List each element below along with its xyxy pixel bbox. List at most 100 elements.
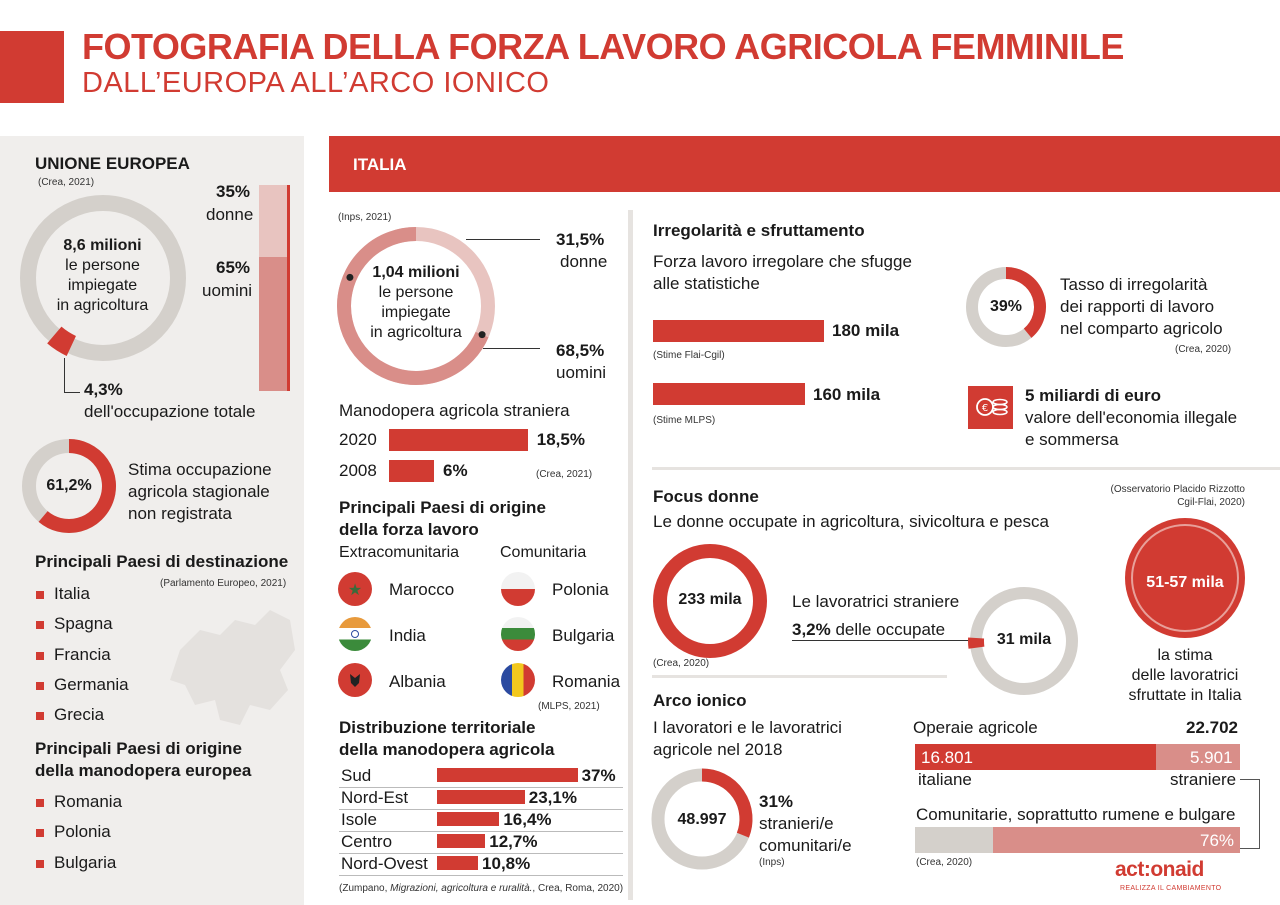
operaie-connector xyxy=(1240,779,1260,849)
eu-dest-item: Italia xyxy=(36,584,90,604)
arco-sub: I lavoratori e le lavoratrici agricole ne… xyxy=(653,718,842,759)
italia-uomini-pct: 68,5% xyxy=(556,341,605,360)
irr-source-flai: (Stime Flai-Cgil) xyxy=(653,350,725,361)
focus-foreign-value: 31 mila xyxy=(996,631,1052,648)
header-red-block xyxy=(0,31,64,101)
italia-donne-label: donne xyxy=(560,252,608,271)
column-divider xyxy=(628,210,633,900)
svg-text:★: ★ xyxy=(348,582,362,599)
operaie-ital-label: italiane xyxy=(918,770,972,789)
dist-label: Sud xyxy=(341,766,372,785)
foreign-bar-2020 xyxy=(389,429,528,451)
eu-uomini-pct: 65% xyxy=(216,258,251,277)
focus-women-value: 233 mila xyxy=(678,591,742,608)
eu-total-value: 8,6 milioni xyxy=(63,237,142,254)
eu-dest-item: Germania xyxy=(36,675,129,695)
irr-heading: Irregolarità e sfruttamento xyxy=(653,221,865,240)
dist-bar xyxy=(437,812,500,826)
eu-orig-item: Bulgaria xyxy=(36,853,116,873)
eu-gender-bar-uomini xyxy=(259,257,287,391)
eu-total-line2: le persone xyxy=(65,257,140,274)
italia-total-box: 1,04 milioni le persone impiegate in agric… xyxy=(345,263,487,343)
irr-value-mlps: 160 mila xyxy=(813,385,881,404)
eu-total-line4: in agricoltura xyxy=(56,297,149,314)
comm-heading: Comunitarie, soprattutto rumene e bulgar… xyxy=(916,805,1236,824)
eu-gender-bar xyxy=(259,185,287,391)
dist-label: Isole xyxy=(341,810,377,829)
extra-label: Extracomunitaria xyxy=(339,544,460,561)
eu-donne-pct: 35% xyxy=(216,182,251,201)
eu-heading: UNIONE EUROPEA xyxy=(35,154,190,173)
irr-rate-pct: 39% xyxy=(989,298,1023,315)
foreign-bar-2008 xyxy=(389,460,434,482)
eu-dest-item: Grecia xyxy=(36,705,104,725)
arco-source: (Inps) xyxy=(759,857,785,868)
operaie-stran-value: 5.901 xyxy=(1190,748,1233,767)
dist-bar xyxy=(437,768,578,782)
section-divider xyxy=(652,467,1280,470)
dist-label: Nord-Ovest xyxy=(341,854,428,873)
eu-donut xyxy=(20,195,186,361)
page-title: FOTOGRAFIA DELLA FORZA LAVORO AGRICOLA F… xyxy=(82,26,1124,67)
italia-uomini-label: uomini xyxy=(556,363,607,382)
irr-value-flai: 180 mila xyxy=(832,321,900,340)
eu-orig-heading: Principali Paesi di origine della manodop… xyxy=(35,739,252,780)
foreign-value-2020: 18,5% xyxy=(536,430,585,449)
actionaid-logo: act:onaid xyxy=(1115,858,1204,881)
irr-eco-text: 5 miliardi di euro valore dell'economia i… xyxy=(1025,386,1238,449)
euro-coins-icon: € xyxy=(968,386,1013,429)
eu-dest-item: Spagna xyxy=(36,614,113,634)
dist-source: (Zumpano, Migrazioni, agricoltura e rura… xyxy=(339,883,624,894)
romania-flag-icon xyxy=(501,663,535,697)
italia-total-value: 1,04 milioni xyxy=(372,264,460,281)
bulgaria-flag-icon xyxy=(501,617,535,651)
comm-bar xyxy=(915,827,1240,853)
focus-exploited-circle xyxy=(1125,518,1245,638)
focus-women-donut xyxy=(653,544,767,658)
foreign-year-2008: 2008 xyxy=(339,461,377,480)
dist-value: 10,8% xyxy=(482,854,531,873)
comm-pct: 76% xyxy=(1200,831,1235,850)
operaie-total: 22.702 xyxy=(1186,718,1238,737)
poland-flag-icon xyxy=(501,572,535,606)
eu-uomini-label: uomini xyxy=(202,281,253,300)
extra-country: Albania xyxy=(389,672,446,691)
focus-women-source: (Crea, 2020) xyxy=(653,658,710,669)
eu-donne-label: donne xyxy=(206,205,254,224)
dist-label: Nord-Est xyxy=(341,788,409,807)
dist-bar xyxy=(437,834,486,848)
section-divider xyxy=(652,675,947,678)
dist-bar xyxy=(437,856,479,870)
italia-donut xyxy=(337,227,495,385)
eu-seasonal-line1: Stima occupazione xyxy=(128,460,272,479)
italia-donne-leader xyxy=(466,239,540,240)
operaie-ital-value: 16.801 xyxy=(921,748,973,767)
eu-gender-bar-edge xyxy=(287,185,290,391)
focus-exploited-text: la stima delle lavoratrici sfruttate in It… xyxy=(1128,647,1242,704)
foreign-year-2020: 2020 xyxy=(339,430,377,449)
irr-rate-source: (Crea, 2020) xyxy=(1175,344,1232,355)
eu-seasonal-line2: agricola stagionale xyxy=(128,482,270,501)
page-subtitle: DALL’EUROPA ALL’ARCO IONICO xyxy=(82,67,550,99)
eu-orig-item: Romania xyxy=(36,792,122,812)
focus-foreign-donut xyxy=(968,587,1078,695)
comm-country: Bulgaria xyxy=(552,626,615,645)
focus-heading: Focus donne xyxy=(653,487,759,506)
dist-row: Isole 16,4% xyxy=(339,809,623,832)
eu-orig-item: Polonia xyxy=(36,822,111,842)
eu-share-leader xyxy=(64,358,65,392)
extra-country: Marocco xyxy=(389,580,455,599)
extra-country: India xyxy=(389,626,426,645)
irr-sub: Forza lavoro irregolare che sfugge alle s… xyxy=(653,252,912,293)
dist-value: 37% xyxy=(581,766,616,785)
irr-source-mlps: (Stime MLPS) xyxy=(653,415,716,426)
dist-label: Centro xyxy=(341,832,393,851)
dist-row: Centro 12,7% xyxy=(339,831,623,854)
focus-sub: Le donne occupate in agricoltura, sivico… xyxy=(653,512,1049,531)
arco-pct-text: 31% stranieri/e comunitari/e xyxy=(759,792,852,855)
eu-seasonal-line3: non registrata xyxy=(128,504,232,523)
operaie-stran-label: straniere xyxy=(1170,770,1237,789)
focus-foreign-leader xyxy=(792,640,974,641)
eu-total-box: 8,6 milioni le persone impiegate in agri… xyxy=(30,236,175,316)
eu-dest-item: Francia xyxy=(36,645,111,665)
